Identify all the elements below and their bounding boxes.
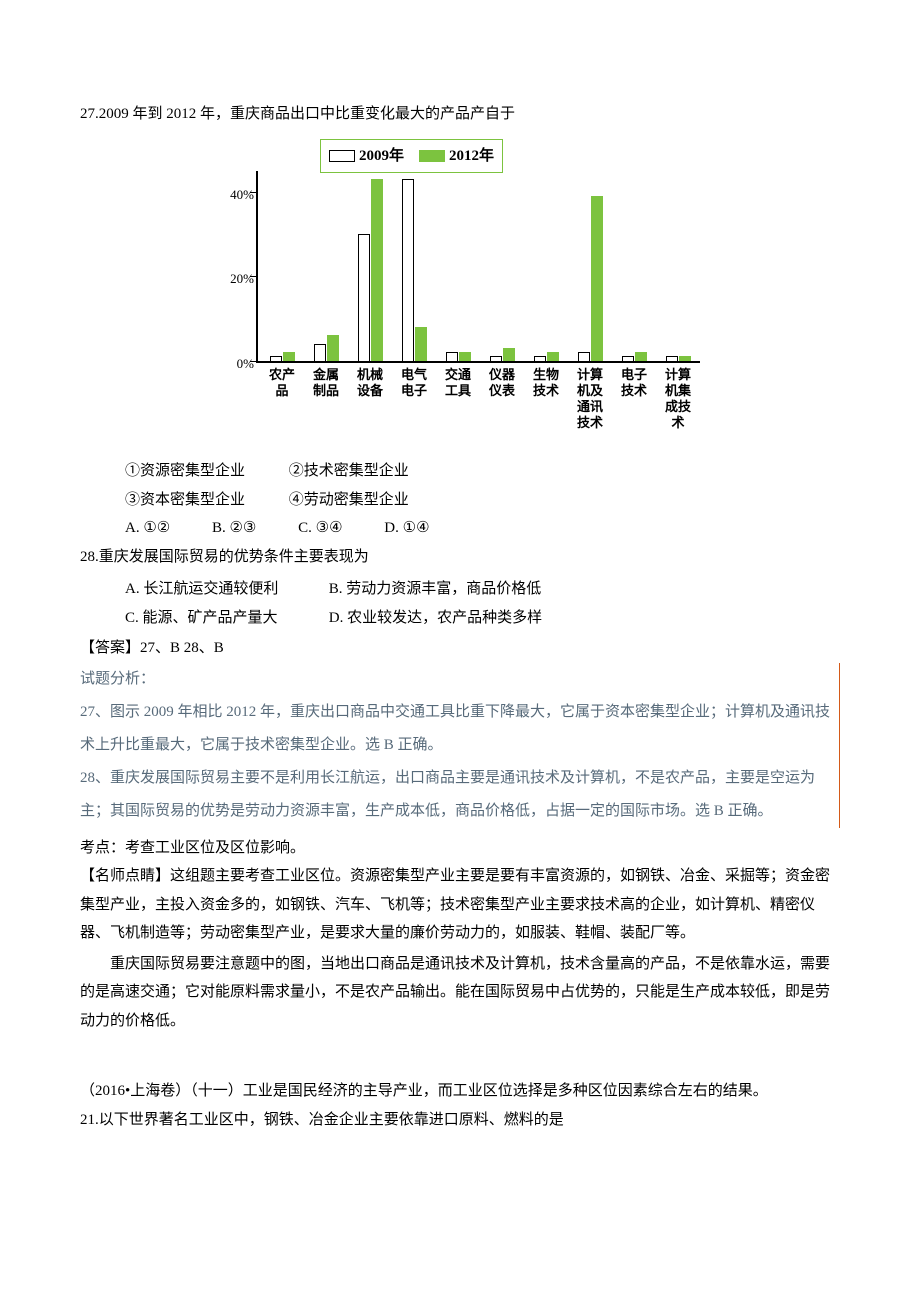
category-label: 仪器仪表 [480, 367, 524, 432]
bar-2009 [534, 356, 546, 360]
q28-d: D. 农业较发达，农产品种类多样 [329, 610, 542, 626]
bar-group [480, 348, 524, 361]
category-labels: 农产品金属制品机械设备电气电子交通工具仪器仪表生物技术计算机及通讯技术电子技术计… [260, 367, 700, 432]
q28-row1: A. 长江航运交通较便利 B. 劳动力资源丰富，商品价格低 [80, 575, 840, 604]
opt-4: ④劳动密集型企业 [289, 492, 409, 508]
bar-2009 [490, 356, 502, 360]
bar-2012 [459, 352, 471, 360]
legend-label-2009: 2009年 [359, 148, 404, 164]
bar-group [612, 352, 656, 360]
tips-p1: 【名师点睛】这组题主要考查工业区位。资源密集型产业主要是要有丰富资源的，如钢铁、… [80, 862, 840, 948]
ytick-label: 40% [220, 183, 254, 208]
bar-2012 [547, 352, 559, 360]
bar-area [260, 171, 700, 361]
bar-2009 [578, 352, 590, 360]
analysis-28: 28、重庆发展国际贸易主要不是利用长江航运，出口商品主要是通讯技术及计算机，不是… [80, 762, 833, 828]
bar-2012 [635, 352, 647, 360]
analysis-27: 27、图示 2009 年相比 2012 年，重庆出口商品中交通工具比重下降最大，… [80, 696, 833, 762]
bar-2009 [358, 234, 370, 361]
bar-2012 [415, 327, 427, 361]
q27-text: 2009 年到 2012 年，重庆商品出口中比重变化最大的产品产自于 [99, 106, 515, 122]
q28-row2: C. 能源、矿产品产量大 D. 农业较发达，农产品种类多样 [80, 604, 840, 633]
q28-c: C. 能源、矿产品产量大 [125, 604, 325, 633]
category-label: 农产品 [260, 367, 304, 432]
export-chart: 2009年 2012年 农产品金属制品机械设备电气电子交通工具仪器仪表生物技术计… [220, 139, 700, 439]
legend-swatch-2012 [419, 150, 445, 162]
x-axis [256, 361, 700, 363]
category-label: 计算机及通讯技术 [568, 367, 612, 432]
bar-group [656, 356, 700, 360]
ytick-mark [250, 192, 256, 193]
choice-c: C. ③④ [298, 520, 342, 536]
opt-2: ②技术密集型企业 [289, 463, 409, 479]
opt-3: ③资本密集型企业 [125, 486, 285, 515]
legend-label-2012: 2012年 [449, 148, 494, 164]
bar-2012 [327, 335, 339, 360]
category-label: 计算机集成技术 [656, 367, 700, 432]
kaodian: 考点：考查工业区位及区位影响。 [80, 834, 840, 863]
ytick-mark [250, 361, 256, 362]
chart-container: 2009年 2012年 农产品金属制品机械设备电气电子交通工具仪器仪表生物技术计… [80, 139, 840, 450]
category-label: 电子技术 [612, 367, 656, 432]
tips-p2: 重庆国际贸易要注意题中的图，当地出口商品是通讯技术及计算机，技术含量高的产品，不… [80, 950, 840, 1036]
q27-choices: A. ①② B. ②③ C. ③④ D. ①④ [80, 514, 840, 543]
bar-2012 [283, 352, 295, 360]
ytick-label: 0% [220, 352, 254, 377]
bar-group [524, 352, 568, 360]
category-label: 机械设备 [348, 367, 392, 432]
answer-line: 【答案】27、B 28、B [80, 634, 840, 663]
category-label: 生物技术 [524, 367, 568, 432]
choice-b: B. ②③ [212, 520, 256, 536]
analysis-title: 试题分析： [80, 663, 833, 696]
category-label: 交通工具 [436, 367, 480, 432]
bar-group [304, 335, 348, 360]
bar-2009 [446, 352, 458, 360]
category-label: 电气电子 [392, 367, 436, 432]
bar-2009 [270, 356, 282, 360]
bar-2012 [371, 179, 383, 361]
y-axis [256, 171, 258, 361]
bar-group [568, 196, 612, 361]
bar-2012 [591, 196, 603, 361]
bar-2009 [666, 356, 678, 360]
ytick-mark [250, 276, 256, 277]
category-label: 金属制品 [304, 367, 348, 432]
bar-2012 [503, 348, 515, 361]
chart-legend: 2009年 2012年 [320, 139, 503, 174]
bar-group [348, 179, 392, 361]
q27-options-row1: ①资源密集型企业 ②技术密集型企业 [80, 457, 840, 486]
next-intro: （2016•上海卷）（十一）工业是国民经济的主导产业，而工业区位选择是多种区位因… [80, 1077, 840, 1106]
q28-text: 重庆发展国际贸易的优势条件主要表现为 [99, 549, 369, 565]
analysis-block: 试题分析： 27、图示 2009 年相比 2012 年，重庆出口商品中交通工具比… [80, 663, 840, 828]
q28-b: B. 劳动力资源丰富，商品价格低 [329, 581, 542, 597]
bar-2009 [622, 356, 634, 360]
q27-options-row2: ③资本密集型企业 ④劳动密集型企业 [80, 486, 840, 515]
bar-2009 [402, 179, 414, 361]
bar-group [436, 352, 480, 360]
opt-1: ①资源密集型企业 [125, 457, 285, 486]
bar-2012 [679, 356, 691, 360]
choice-d: D. ①④ [384, 520, 429, 536]
legend-swatch-2009 [329, 150, 355, 162]
choice-a: A. ①② [125, 520, 170, 536]
q27-stem: 27.2009 年到 2012 年，重庆商品出口中比重变化最大的产品产自于 [80, 100, 840, 129]
q21-stem: 21.以下世界著名工业区中，钢铁、冶金企业主要依靠进口原料、燃料的是 [80, 1106, 840, 1135]
q27-number: 27. [80, 106, 99, 122]
bar-2009 [314, 344, 326, 361]
q28-a: A. 长江航运交通较便利 [125, 575, 325, 604]
q28-number: 28. [80, 549, 99, 565]
q28-stem: 28.重庆发展国际贸易的优势条件主要表现为 [80, 543, 840, 572]
bar-group [260, 352, 304, 360]
bar-group [392, 179, 436, 361]
ytick-label: 20% [220, 267, 254, 292]
